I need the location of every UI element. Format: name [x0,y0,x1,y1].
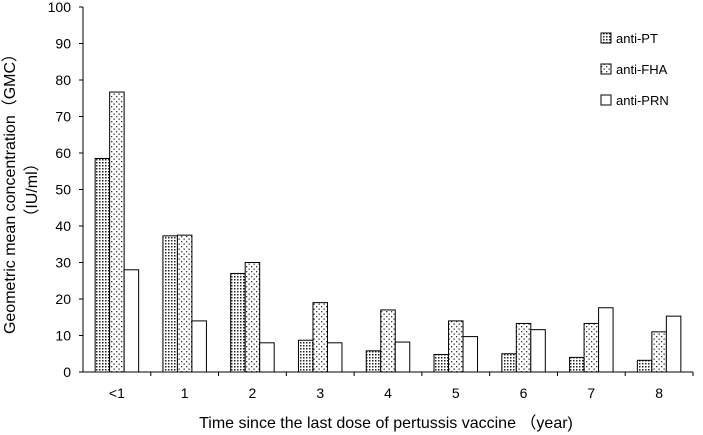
bar-anti-fha-8 [651,331,667,373]
bar-anti-fha-6 [515,322,532,373]
y-tick-label: 0 [63,364,71,380]
y-axis-title: Geometric mean concentration（GMC） [1,46,19,334]
bar-anti-pt-0 [94,157,111,373]
bar-anti-fha-4 [380,309,396,373]
y-tick-label: 100 [48,0,72,15]
bar-anti-prn-7 [598,307,614,373]
x-tick-label: 5 [452,385,460,401]
y-tick-label: 70 [55,109,71,125]
legend-swatch-anti-fha [600,63,612,75]
bar-anti-prn-0 [123,269,140,373]
legend-label-anti-fha: anti-FHA [616,62,668,77]
bar-anti-prn-3 [326,342,343,373]
y-tick-label: 90 [55,36,71,52]
y-tick-label: 20 [55,291,71,307]
bar-anti-fha-3 [312,302,328,373]
bar-anti-pt-5 [433,353,450,373]
y-tick-label: 30 [55,255,71,271]
bar-anti-pt-2 [230,272,246,373]
y-tick-label: 80 [55,72,71,88]
bar-anti-pt-6 [501,353,517,373]
x-tick-label: 4 [384,385,392,401]
bar-anti-fha-2 [244,262,261,373]
bar-anti-pt-7 [569,356,585,373]
bar-anti-fha-0 [109,91,125,373]
legend-label-anti-prn: anti-PRN [616,93,669,108]
bar-anti-pt-1 [162,235,178,373]
x-tick-label: 1 [181,385,189,401]
x-tick-label: 7 [587,385,595,401]
bar-anti-pt-8 [636,359,653,373]
bar-anti-prn-4 [394,341,411,373]
x-axis-title: Time since the last dose of pertussis va… [199,414,573,432]
y-axis: 0 10 20 30 40 50 60 70 80 90 100 [48,0,84,380]
y-tick-label: 50 [55,182,71,198]
bar-anti-prn-2 [259,342,275,373]
bar-anti-prn-5 [462,336,479,373]
bar-anti-pt-3 [297,339,314,373]
legend-label-anti-pt: anti-PT [616,31,658,46]
y-tick-label: 60 [55,145,71,161]
x-axis: <1 1 2 3 4 5 6 7 8 [83,371,694,401]
x-tick-label: 8 [655,385,663,401]
x-tick-label: 2 [249,385,257,401]
bar-anti-pt-4 [365,350,382,373]
bar-anti-prn-8 [665,315,682,373]
y-axis-unit: （IU/ml） [23,155,41,224]
bar-anti-fha-7 [583,322,600,373]
x-tick-label: <1 [109,385,125,401]
bar-anti-prn-6 [530,329,546,373]
legend-swatch-anti-prn [600,94,612,106]
plot-area [94,91,682,373]
bar-anti-fha-5 [448,320,464,373]
bar-anti-fha-1 [176,234,193,373]
y-tick-label: 40 [55,218,71,234]
y-tick-label: 10 [55,328,71,344]
x-tick-label: 6 [520,385,528,401]
legend: anti-PT anti-FHA anti-PRN [600,31,669,108]
bar-anti-prn-1 [191,320,207,373]
legend-swatch-anti-pt [600,32,612,44]
x-tick-label: 3 [316,385,324,401]
